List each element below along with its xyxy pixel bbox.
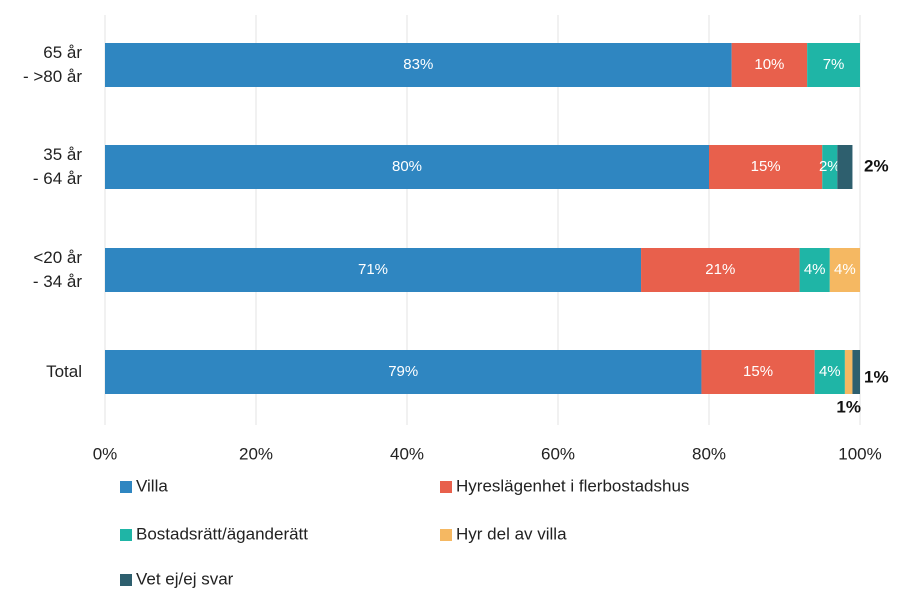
- bar-segment: [799, 248, 830, 292]
- bar-segment: [837, 145, 853, 189]
- bar-segment: [105, 350, 702, 394]
- data-label: 2%: [864, 156, 889, 175]
- legend-label: Bostadsrätt/äganderätt: [136, 524, 308, 543]
- x-tick-label: 0%: [93, 444, 118, 463]
- category-label: 35 år - 64 år: [32, 145, 82, 188]
- legend-label: Villa: [136, 476, 168, 495]
- data-label: 71%: [358, 261, 388, 278]
- data-label: 1%: [864, 367, 889, 386]
- legend-swatch: [120, 481, 132, 493]
- data-label: 4%: [834, 261, 856, 278]
- legend-label: Hyr del av villa: [456, 524, 567, 543]
- legend-swatch: [440, 529, 452, 541]
- bar-segment: [731, 43, 808, 87]
- data-label: 7%: [823, 56, 845, 73]
- bar-segment: [105, 43, 732, 87]
- x-tick-label: 100%: [838, 444, 881, 463]
- category-label: Total: [46, 362, 82, 381]
- data-label: 2%: [819, 158, 841, 175]
- bar-segment: [814, 350, 845, 394]
- x-tick-label: 40%: [390, 444, 424, 463]
- bar-segment: [709, 145, 823, 189]
- data-label: 21%: [705, 261, 735, 278]
- bar-segment: [105, 145, 709, 189]
- category-label: 65 år - >80 år: [22, 43, 82, 86]
- data-label: 15%: [751, 158, 781, 175]
- x-tick-label: 20%: [239, 444, 273, 463]
- bar-segment: [641, 248, 800, 292]
- bar-segment: [105, 248, 642, 292]
- bar-segment: [822, 145, 838, 189]
- bar-segment: [701, 350, 815, 394]
- bar-segment: [844, 350, 853, 394]
- data-label: 4%: [804, 261, 826, 278]
- legend-swatch: [120, 574, 132, 586]
- x-tick-label: 60%: [541, 444, 575, 463]
- x-tick-label: 80%: [692, 444, 726, 463]
- bar-segment: [852, 350, 860, 394]
- bar-segment: [829, 248, 860, 292]
- data-label: 1%: [836, 397, 861, 416]
- legend-swatch: [120, 529, 132, 541]
- legend-label: Hyreslägenhet i flerbostadshus: [456, 476, 689, 495]
- data-label: 80%: [392, 158, 422, 175]
- category-label: <20 år - 34 år: [32, 248, 82, 291]
- data-label: 10%: [754, 56, 784, 73]
- bar-segment: [807, 43, 860, 87]
- data-label: 79%: [388, 363, 418, 380]
- legend-label: Vet ej/ej svar: [136, 569, 234, 588]
- data-label: 4%: [819, 363, 841, 380]
- data-label: 15%: [743, 363, 773, 380]
- data-label: 83%: [403, 56, 433, 73]
- legend-swatch: [440, 481, 452, 493]
